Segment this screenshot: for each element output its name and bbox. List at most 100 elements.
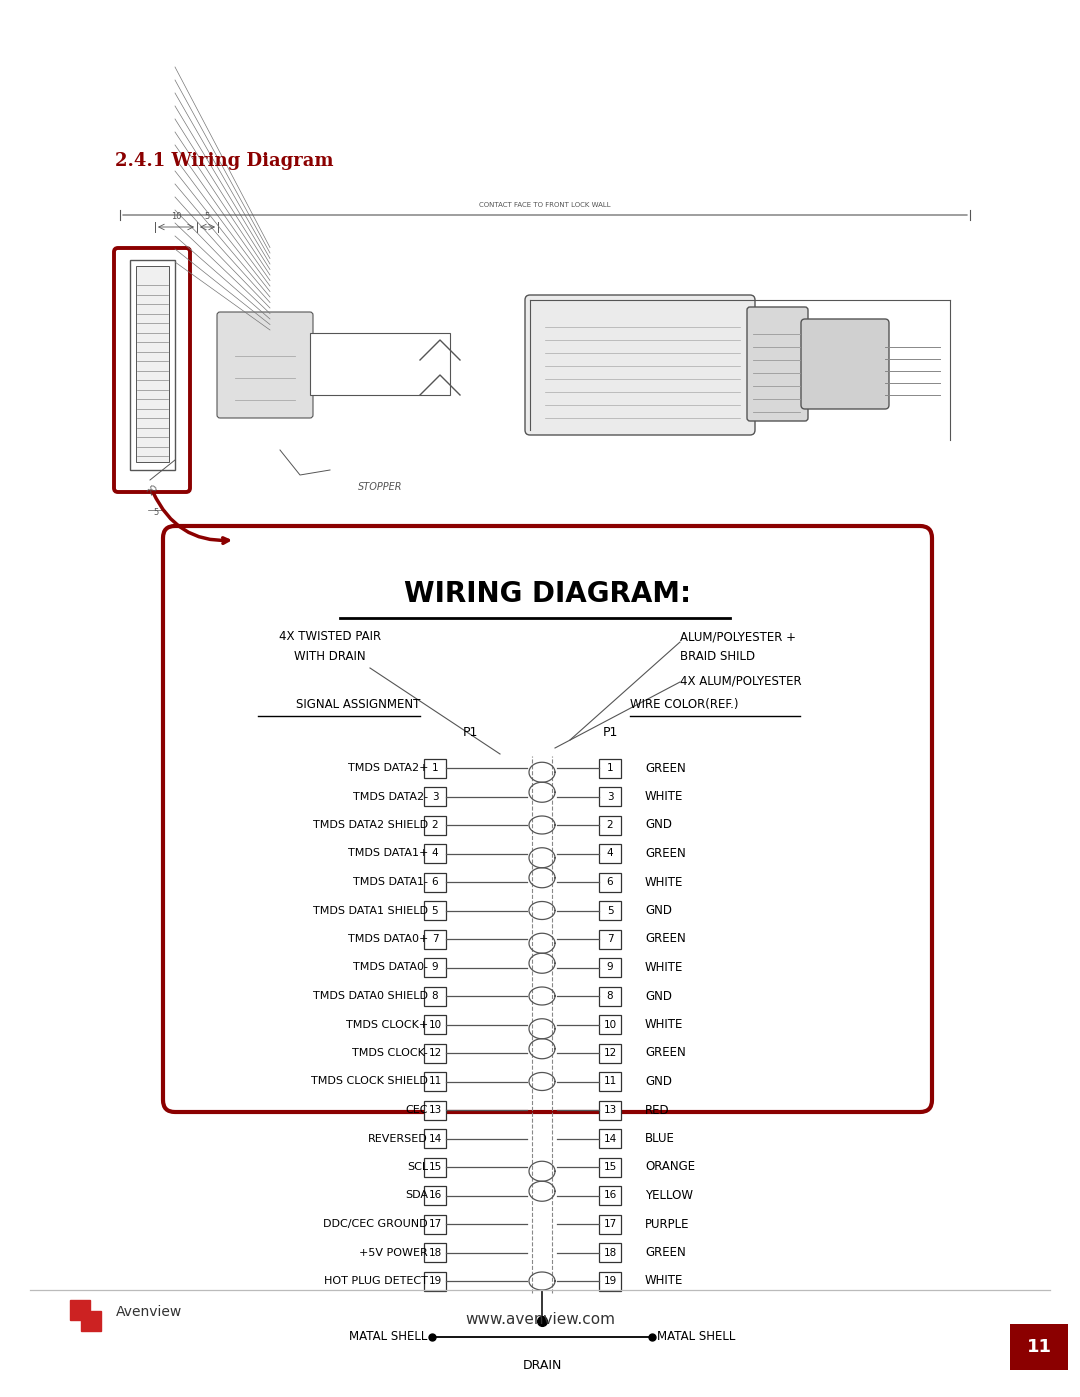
Text: CEC: CEC — [405, 1105, 428, 1115]
Bar — [599, 787, 621, 806]
Bar — [424, 1271, 446, 1291]
Text: BRAID SHILD: BRAID SHILD — [680, 650, 755, 664]
Bar — [130, 260, 175, 469]
Bar — [599, 901, 621, 921]
Bar — [599, 844, 621, 863]
Bar — [424, 986, 446, 1006]
Bar — [599, 873, 621, 891]
Bar — [599, 759, 621, 778]
Text: 2: 2 — [432, 820, 438, 830]
Text: MATAL SHELL: MATAL SHELL — [657, 1330, 735, 1344]
Text: 6: 6 — [607, 877, 613, 887]
Text: 1: 1 — [607, 763, 613, 773]
Text: TMDS CLOCK-: TMDS CLOCK- — [352, 1048, 428, 1058]
Text: WIRE COLOR(REF.): WIRE COLOR(REF.) — [630, 698, 739, 711]
Bar — [424, 1158, 446, 1176]
Text: STOPPER: STOPPER — [357, 482, 402, 492]
Bar — [310, 332, 450, 395]
Bar — [424, 1044, 446, 1063]
Bar — [424, 1214, 446, 1234]
Text: WHITE: WHITE — [645, 876, 684, 888]
Text: 10: 10 — [429, 1020, 442, 1030]
Text: DRAIN: DRAIN — [523, 1359, 562, 1372]
Text: TMDS DATA0+: TMDS DATA0+ — [348, 935, 428, 944]
Text: GND: GND — [645, 819, 672, 831]
Text: HOT PLUG DETECT: HOT PLUG DETECT — [324, 1275, 428, 1287]
Bar — [136, 265, 168, 462]
Bar — [599, 1271, 621, 1291]
Bar — [424, 1186, 446, 1206]
Bar — [599, 1186, 621, 1206]
Text: 17: 17 — [604, 1220, 617, 1229]
Text: BLUE: BLUE — [645, 1132, 675, 1146]
Text: 4: 4 — [607, 848, 613, 859]
Text: TMDS CLOCK+: TMDS CLOCK+ — [346, 1020, 428, 1030]
Text: 5: 5 — [153, 509, 159, 517]
Text: SIGNAL ASSIGNMENT: SIGNAL ASSIGNMENT — [296, 698, 420, 711]
Text: 2.4.1 Wiring Diagram: 2.4.1 Wiring Diagram — [114, 152, 334, 170]
Text: 19: 19 — [429, 1275, 442, 1287]
Bar — [424, 901, 446, 921]
Text: 6: 6 — [432, 877, 438, 887]
Text: PURPLE: PURPLE — [645, 1218, 689, 1231]
Text: 8: 8 — [607, 990, 613, 1002]
Text: 11: 11 — [429, 1077, 442, 1087]
Bar — [599, 1214, 621, 1234]
Text: 10: 10 — [171, 212, 181, 221]
Text: GREEN: GREEN — [645, 1046, 686, 1059]
Text: TMDS DATA2 SHIELD: TMDS DATA2 SHIELD — [313, 820, 428, 830]
Bar — [81, 1310, 102, 1331]
Text: 5: 5 — [204, 212, 210, 221]
Text: 18: 18 — [604, 1248, 617, 1257]
Text: 14: 14 — [604, 1133, 617, 1144]
FancyBboxPatch shape — [747, 307, 808, 420]
Bar — [424, 1016, 446, 1034]
Text: 13: 13 — [604, 1105, 617, 1115]
Text: 15: 15 — [604, 1162, 617, 1172]
Bar — [70, 1301, 90, 1320]
Bar — [424, 958, 446, 977]
FancyBboxPatch shape — [163, 527, 932, 1112]
Bar — [424, 929, 446, 949]
Text: 20: 20 — [146, 482, 160, 497]
Bar — [424, 1243, 446, 1261]
Text: 12: 12 — [429, 1048, 442, 1058]
Text: 13: 13 — [429, 1105, 442, 1115]
Text: www.avenview.com: www.avenview.com — [465, 1313, 615, 1327]
Text: 2: 2 — [607, 820, 613, 830]
Text: ALUM/POLYESTER +: ALUM/POLYESTER + — [680, 630, 796, 643]
Text: GREEN: GREEN — [645, 933, 686, 946]
Text: MATAL SHELL: MATAL SHELL — [349, 1330, 427, 1344]
Bar — [599, 1101, 621, 1119]
Text: WHITE: WHITE — [645, 789, 684, 803]
Bar — [1010, 1324, 1068, 1370]
Text: 12: 12 — [604, 1048, 617, 1058]
Text: 3: 3 — [607, 792, 613, 802]
Text: 7: 7 — [607, 935, 613, 944]
Text: SCL: SCL — [407, 1162, 428, 1172]
Text: SDA: SDA — [405, 1190, 428, 1200]
Text: 4: 4 — [432, 848, 438, 859]
Text: 7: 7 — [432, 935, 438, 944]
Bar — [599, 986, 621, 1006]
Text: GREEN: GREEN — [645, 761, 686, 774]
Text: 4X ALUM/POLYESTER: 4X ALUM/POLYESTER — [680, 673, 801, 687]
Text: P1: P1 — [462, 726, 477, 739]
Text: WHITE: WHITE — [645, 1018, 684, 1031]
Text: GND: GND — [645, 904, 672, 916]
Text: 8: 8 — [432, 990, 438, 1002]
Bar — [424, 759, 446, 778]
Text: TMDS DATA2+: TMDS DATA2+ — [348, 763, 428, 773]
Text: 16: 16 — [604, 1190, 617, 1200]
Bar — [424, 816, 446, 834]
Bar — [599, 958, 621, 977]
Bar — [599, 1016, 621, 1034]
Text: 19: 19 — [604, 1275, 617, 1287]
Text: WHITE: WHITE — [645, 961, 684, 974]
Text: TMDS CLOCK SHIELD: TMDS CLOCK SHIELD — [311, 1077, 428, 1087]
Text: 9: 9 — [607, 963, 613, 972]
Text: 11: 11 — [604, 1077, 617, 1087]
Text: DDC/CEC GROUND: DDC/CEC GROUND — [323, 1220, 428, 1229]
Text: 5: 5 — [432, 905, 438, 915]
Bar — [599, 1044, 621, 1063]
